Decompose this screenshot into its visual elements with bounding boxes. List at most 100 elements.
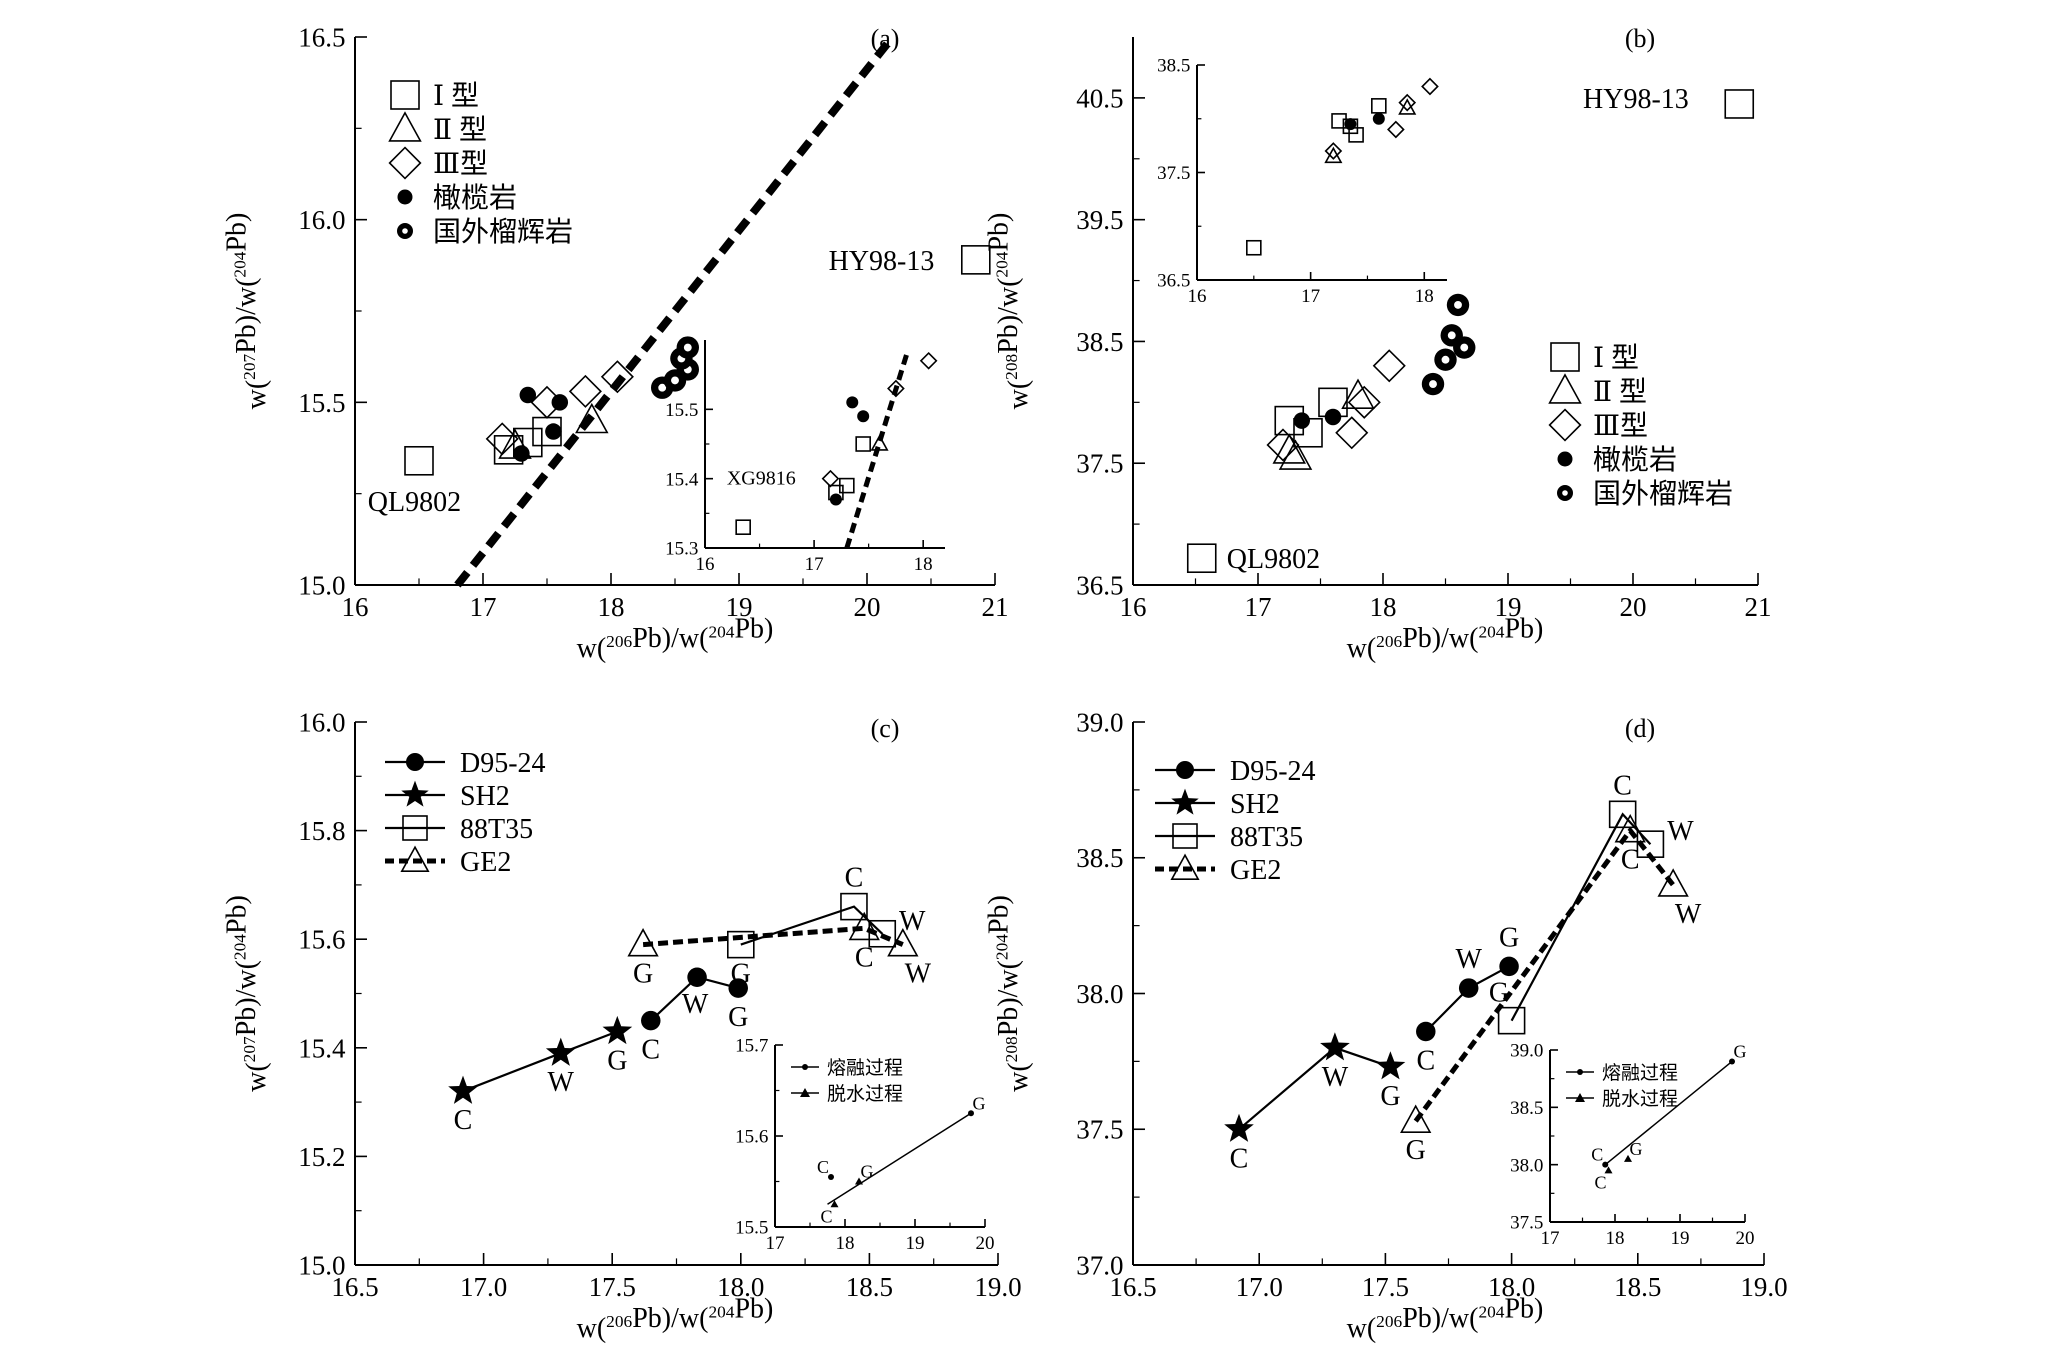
panel-b-x-tick-label: 17 xyxy=(1245,592,1272,622)
data-point-square xyxy=(1724,89,1755,119)
legend-marker-square xyxy=(1172,823,1198,849)
data-point-triangle xyxy=(1272,433,1307,464)
inset-a-y-tick-label: 15.4 xyxy=(665,469,699,490)
inset-point-diamond xyxy=(919,351,938,370)
legend-marker-dot xyxy=(1557,451,1573,467)
data-point-dot xyxy=(519,386,537,404)
panel-d-x-tick-label: 18.0 xyxy=(1488,1272,1535,1302)
panel-a-y-tick-label: 15.0 xyxy=(298,570,345,600)
data-point-triangle xyxy=(627,928,659,957)
data-point-ring-core xyxy=(1429,380,1437,388)
inset-point-triangle xyxy=(855,1177,863,1185)
inset-point-diamond xyxy=(1398,93,1417,112)
legend-marker-star xyxy=(1171,788,1199,815)
inset-c-x-tick-label: 18 xyxy=(836,1233,855,1254)
point-label: C xyxy=(1613,770,1632,801)
inset-legend-marker-triangle xyxy=(800,1088,810,1097)
point-label: C xyxy=(1230,1143,1249,1174)
point-label: G xyxy=(1406,1135,1426,1166)
panel-b-y-tick-label: 39.5 xyxy=(1076,205,1123,235)
point-label: G xyxy=(633,959,653,990)
inset-point-square xyxy=(1246,239,1262,256)
point-label: C xyxy=(855,942,874,973)
data-point-diamond xyxy=(568,374,602,408)
panel-b-x-tick-label: 16 xyxy=(1120,592,1147,622)
data-point-dot xyxy=(1416,1021,1436,1042)
panel-b: 16 17 18 19 20 21 36.5 37.5 38.5 39.5 40.5 (b) w(206… xyxy=(983,24,1771,664)
data-point-ring-core xyxy=(1447,331,1456,340)
panel-c-x-tick-label: 18.5 xyxy=(846,1272,893,1302)
data-point-triangle xyxy=(1400,1104,1432,1133)
data-point-star xyxy=(448,1075,478,1104)
inset-d-y-tick-label: 38.0 xyxy=(1510,1155,1543,1176)
inset-point-triangle xyxy=(870,434,889,451)
data-point-dot xyxy=(1293,412,1310,429)
panel-b-y-tick-label: 37.5 xyxy=(1076,449,1123,479)
legend-marker-diamond xyxy=(388,146,422,180)
inset-d-y-tick-label: 38.5 xyxy=(1510,1098,1543,1119)
panel-b-x-tick-label: 21 xyxy=(1745,592,1772,622)
point-label: W xyxy=(899,906,926,937)
panel-a-x-tick-label: 21 xyxy=(982,592,1009,622)
data-point-star xyxy=(1375,1051,1406,1080)
inset-c-y-tick-label: 15.5 xyxy=(735,1218,768,1239)
inset-point-triangle xyxy=(1624,1154,1632,1162)
legend-label: D95-24 xyxy=(1230,756,1316,787)
inset-a-y-tick-label: 15.3 xyxy=(665,539,698,560)
legend-label: SH2 xyxy=(460,781,510,812)
inset-point-dot xyxy=(1344,118,1357,131)
inset-b-y-tick-label: 38.5 xyxy=(1157,56,1190,77)
panel-a-y-tick-label: 16.5 xyxy=(298,22,345,52)
legend-marker-dot xyxy=(406,753,424,771)
inset-b-y-tick-label: 36.5 xyxy=(1157,271,1190,292)
point-label: G xyxy=(1499,922,1519,953)
data-point-star xyxy=(545,1037,576,1066)
data-point-square xyxy=(1608,800,1637,829)
panel-label: (c) xyxy=(871,714,900,743)
panel-d-y-tick-label: 39.0 xyxy=(1076,707,1123,737)
data-point-diamond xyxy=(1372,349,1406,383)
data-point-diamond xyxy=(1335,416,1369,450)
point-label: G xyxy=(1380,1081,1400,1112)
inset-point-diamond xyxy=(1387,120,1405,139)
legend-label: Ⅲ型 xyxy=(433,148,488,180)
inset-a-x-tick-label: 18 xyxy=(914,554,933,575)
panel-c-x-tick-label: 17.5 xyxy=(589,1272,636,1302)
panel-a-x-tick-label: 16 xyxy=(342,592,369,622)
inset-a-x-tick-label: 16 xyxy=(696,554,715,575)
inset-d-x-tick-label: 17 xyxy=(1541,1228,1560,1249)
inset-line xyxy=(1604,1060,1733,1166)
inset-legend-marker-triangle xyxy=(1575,1093,1585,1102)
panel-d-y-tick-label: 38.0 xyxy=(1076,979,1123,1009)
sample-annotation: QL9802 xyxy=(1227,544,1320,575)
legend-marker-dot xyxy=(397,189,413,205)
legend-marker-dot xyxy=(1176,761,1194,779)
inset-point-dot xyxy=(846,396,859,409)
data-point-square xyxy=(404,445,434,476)
sample-annotation: HY98-13 xyxy=(829,246,935,277)
data-point-ring-core xyxy=(1460,343,1469,352)
point-label: C xyxy=(1416,1046,1435,1077)
legend-label: 88T35 xyxy=(1230,822,1303,853)
inset-point-label: C xyxy=(817,1157,829,1177)
x-axis-title: w(206Pb)/w(204Pb) xyxy=(577,1293,774,1344)
data-point-ring xyxy=(676,336,699,359)
legend-label: SH2 xyxy=(1230,789,1280,820)
legend-label: Ⅲ型 xyxy=(1593,410,1648,442)
legend-marker-ring-core xyxy=(1562,490,1568,496)
inset-point-diamond xyxy=(1324,142,1343,160)
inset-point-dot xyxy=(829,493,842,506)
data-point-diamond xyxy=(1347,385,1381,419)
inset-point-label: C xyxy=(1591,1145,1603,1165)
inset-c-y-tick-label: 15.7 xyxy=(735,1036,768,1057)
data-point-triangle xyxy=(848,911,880,941)
sample-annotation: HY98-13 xyxy=(1583,84,1689,115)
inset-reference-line xyxy=(844,353,910,549)
data-point-diamond xyxy=(485,422,519,456)
data-point-triangle xyxy=(1657,868,1689,897)
data-point-dot xyxy=(687,967,707,987)
